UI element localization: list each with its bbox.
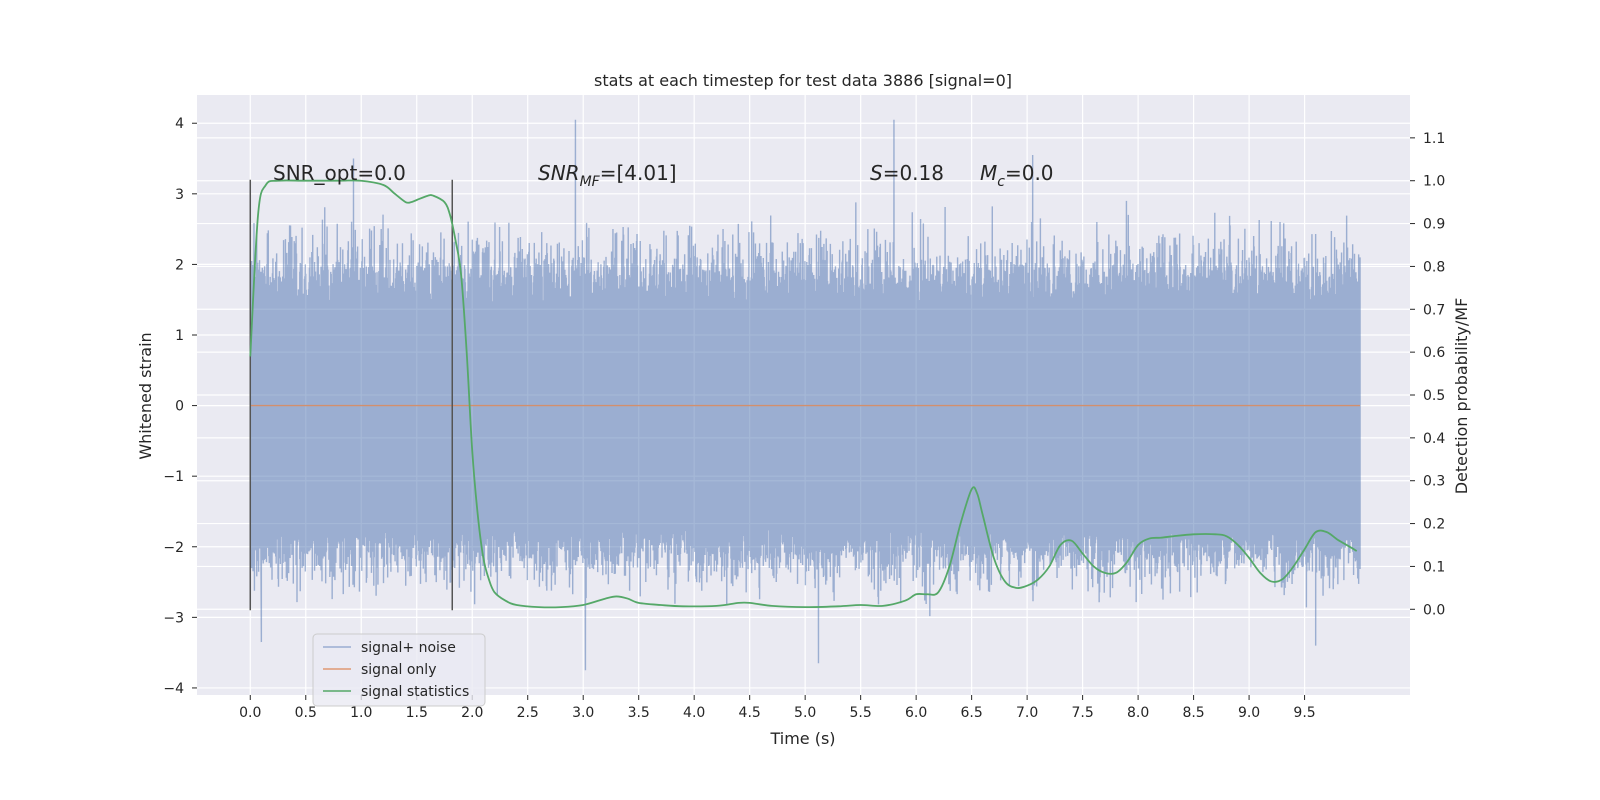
y2-tick-label: 0.3 [1423, 474, 1445, 490]
legend-box [312, 633, 486, 707]
y-tick-label: −3 [163, 610, 184, 626]
y2-tick-label: 1.0 [1423, 174, 1445, 190]
x-tick-label: 0.0 [239, 705, 261, 721]
signal-plus-noise-series [249, 119, 1361, 671]
legend-label-signal-statistics: signal statistics [361, 684, 469, 700]
x-tick-label: 5.0 [794, 705, 816, 721]
y2-tick-label: 0.8 [1423, 259, 1445, 275]
y2-axis-ticks: 1.1 1.0 0.9 0.8 0.7 0.6 0.5 0.4 0.3 0.2 0.1 0.0 [1410, 131, 1445, 618]
s-value: =0.18 [883, 161, 944, 185]
x-tick-label: 1.5 [406, 705, 428, 721]
legend-label-signal-only: signal only [361, 662, 436, 678]
x-tick-label: 3.0 [572, 705, 594, 721]
x-tick-label: 3.5 [628, 705, 650, 721]
s-annotation: S=0.18 [870, 161, 944, 185]
y2-tick-label: 0.9 [1423, 217, 1445, 233]
y2-tick-label: 0.0 [1423, 602, 1445, 618]
x-tick-label: 8.5 [1182, 705, 1204, 721]
y-tick-label: 2 [175, 257, 184, 273]
signal-statistics-line [249, 179, 1358, 609]
mc-symbol: M [980, 161, 997, 185]
y-tick-label: 0 [175, 399, 184, 415]
y-tick-label: 4 [175, 116, 184, 132]
x-tick-label: 7.0 [1016, 705, 1038, 721]
y2-tick-label: 1.1 [1423, 131, 1445, 147]
y-tick-label: 1 [175, 328, 184, 344]
mc-value: =0.0 [1005, 161, 1054, 185]
x-tick-label: 1.0 [350, 705, 372, 721]
y-axis-label: Whitened strain [136, 332, 155, 459]
mc-subscript: c [997, 174, 1005, 190]
y2-tick-label: 0.2 [1423, 517, 1445, 533]
snr-mf-symbol: SNR [538, 161, 580, 185]
x-tick-label: 6.0 [905, 705, 927, 721]
y2-tick-label: 0.1 [1423, 559, 1445, 575]
y2-tick-label: 0.7 [1423, 302, 1445, 318]
snr-mf-value: =[4.01] [600, 161, 677, 185]
x-tick-label: 4.5 [739, 705, 761, 721]
y2-tick-label: 0.6 [1423, 345, 1445, 361]
y2-tick-label: 0.4 [1423, 431, 1445, 447]
mc-annotation: Mc=0.0 [980, 161, 1054, 190]
y2-tick-label: 0.5 [1423, 388, 1445, 404]
x-tick-label: 9.5 [1293, 705, 1315, 721]
y-axis-ticks: 4 3 2 1 0 −1 −2 −3 −4 [163, 116, 197, 697]
x-tick-label: 7.5 [1071, 705, 1093, 721]
y-tick-label: −1 [163, 469, 184, 485]
snr-opt-annotation: SNR_opt=0.0 [273, 161, 406, 185]
x-tick-label: 5.5 [850, 705, 872, 721]
signal-plus-noise-line [249, 119, 1361, 671]
x-tick-label: 6.5 [961, 705, 983, 721]
x-axis-label: Time (s) [769, 729, 835, 748]
x-tick-label: 0.5 [295, 705, 317, 721]
x-tick-label: 9.0 [1238, 705, 1260, 721]
y-tick-label: −2 [163, 540, 184, 556]
x-tick-label: 2.0 [461, 705, 483, 721]
legend-label-signal-noise: signal+ noise [361, 640, 456, 656]
y-tick-label: −4 [163, 681, 184, 697]
marker-lines [249, 179, 454, 611]
snr-mf-annotation: SNRMF=[4.01] [538, 161, 677, 190]
x-tick-label: 8.0 [1127, 705, 1149, 721]
s-symbol: S [870, 161, 883, 185]
snr-mf-subscript: MF [580, 174, 601, 190]
x-tick-label: 4.0 [683, 705, 705, 721]
y2-axis-label: Detection probability/MF [1452, 298, 1471, 495]
y-tick-label: 3 [175, 187, 184, 203]
signal-statistics-series [249, 179, 1358, 609]
legend: signal+ noise signal only signal statist… [312, 633, 486, 707]
x-axis-ticks: 0.0 0.5 1.0 1.5 2.0 2.5 3.0 3.5 4.0 4.5 5.0 5.5 6.0 6… [239, 695, 1316, 721]
chart-title: stats at each timestep for test data 388… [594, 71, 1012, 90]
x-tick-label: 2.5 [517, 705, 539, 721]
